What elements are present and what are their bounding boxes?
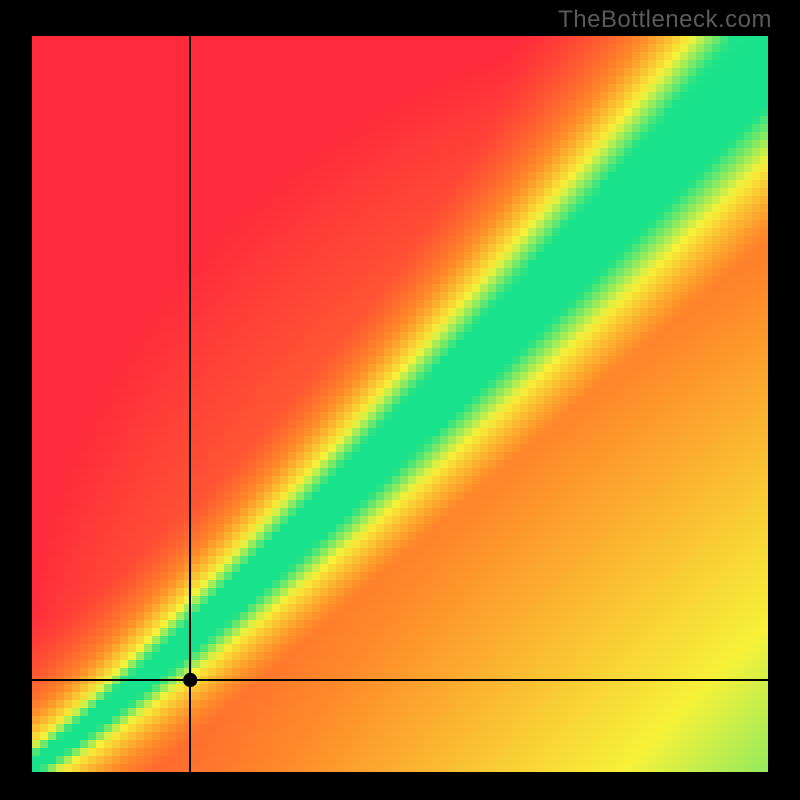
heatmap-plot bbox=[32, 36, 768, 772]
watermark-text: TheBottleneck.com bbox=[558, 6, 772, 34]
heatmap-canvas bbox=[32, 36, 768, 772]
